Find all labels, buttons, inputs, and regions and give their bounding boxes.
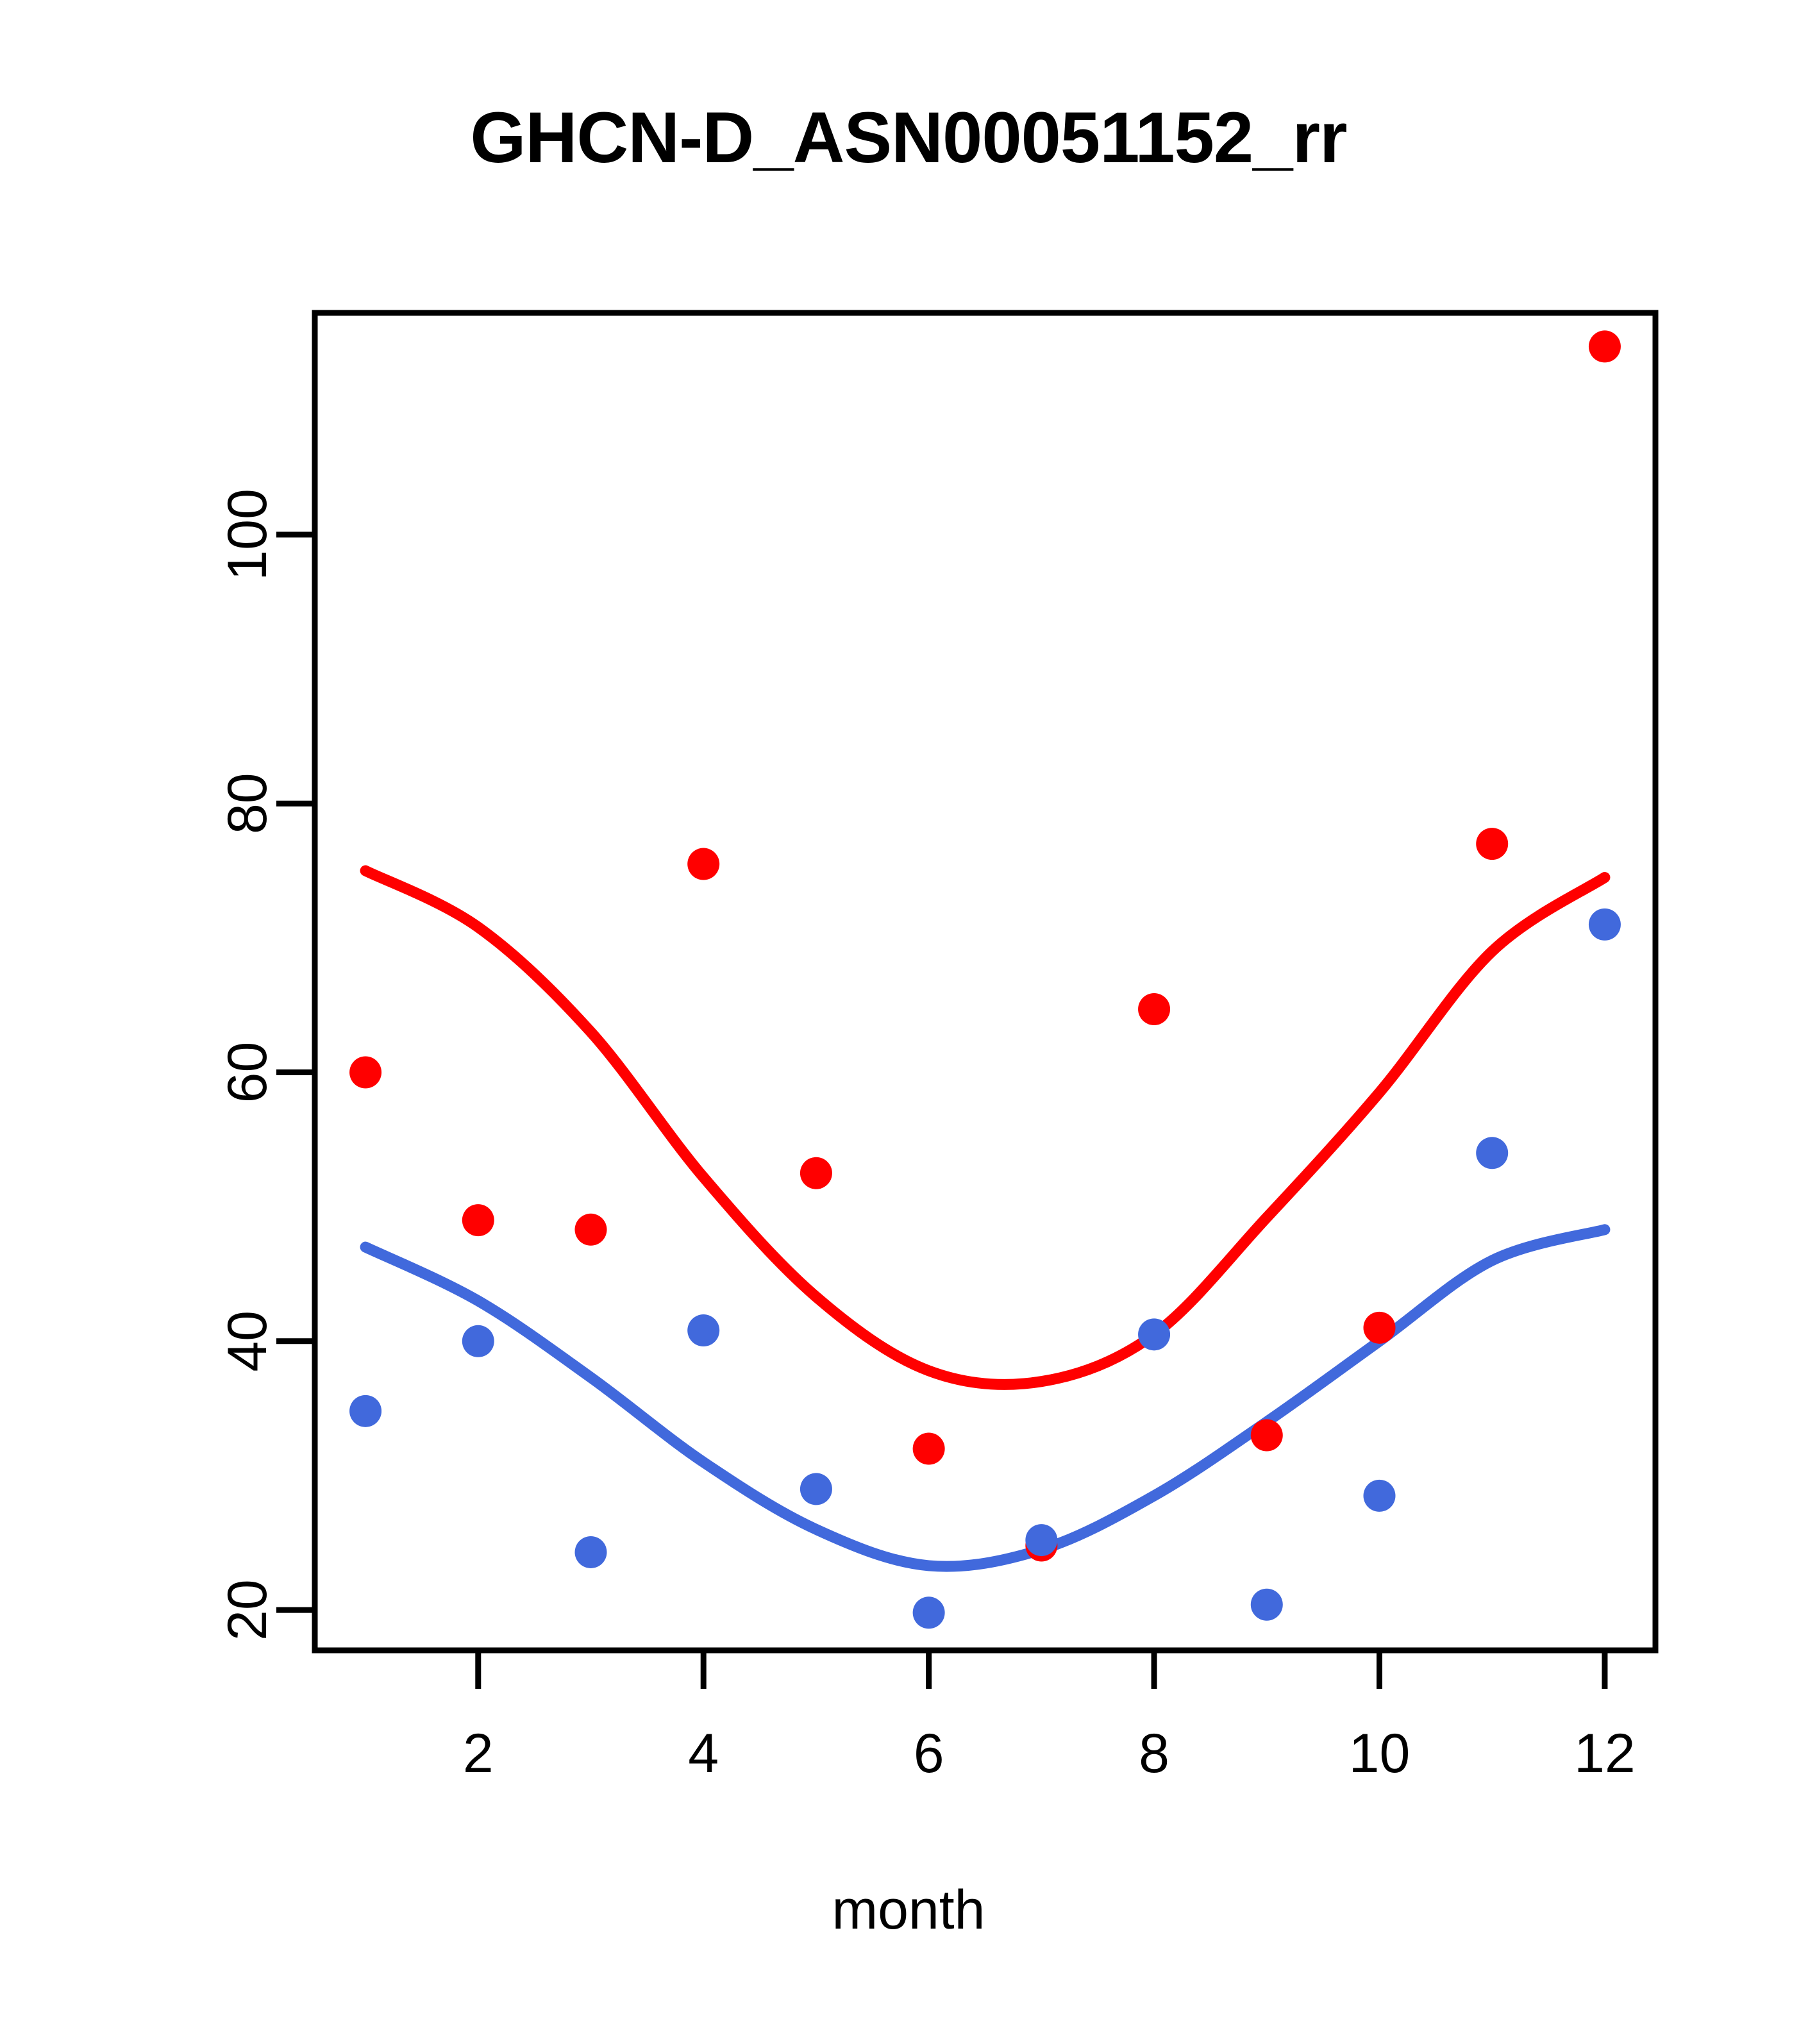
data-point: [1363, 1479, 1396, 1512]
data-point: [349, 1395, 382, 1427]
data-point: [1588, 330, 1621, 363]
data-point: [912, 1596, 945, 1629]
page-title: GHCN-D_ASN00051152_rr: [470, 97, 1347, 178]
data-point: [687, 1314, 720, 1347]
x-tick-label: 12: [1574, 1723, 1636, 1784]
data-point: [1025, 1524, 1058, 1557]
axis-ticks: [276, 532, 1608, 1689]
data-point: [1250, 1588, 1283, 1621]
data-point: [574, 1536, 607, 1568]
data-point: [912, 1432, 945, 1465]
data-point: [1588, 908, 1621, 941]
data-point: [1250, 1419, 1283, 1452]
data-point: [574, 1213, 607, 1246]
data-point: [1138, 993, 1171, 1025]
y-tick-label: 40: [217, 1311, 278, 1372]
data-point: [687, 848, 720, 880]
plot-frame: [312, 310, 1659, 1654]
data-point: [1363, 1311, 1396, 1344]
data-point: [1476, 1137, 1509, 1169]
plot-box: [312, 310, 1659, 1654]
x-tick-label: 8: [1139, 1723, 1169, 1784]
data-point: [1138, 1318, 1171, 1351]
series-points: [349, 330, 1621, 1629]
data-point: [462, 1204, 494, 1237]
series-lines: [360, 865, 1611, 1572]
x-tick-label: 6: [914, 1723, 944, 1784]
data-point: [349, 1056, 382, 1089]
y-tick-label: 20: [217, 1579, 278, 1641]
x-tick-label: 2: [463, 1723, 494, 1784]
x-tick-label: 4: [688, 1723, 719, 1784]
y-tick-label: 80: [217, 773, 278, 834]
x-tick-label: 10: [1349, 1723, 1411, 1784]
x-axis-label: month: [832, 1879, 985, 1941]
data-point: [462, 1325, 494, 1357]
red-smooth-line: [360, 865, 1611, 1390]
data-point: [800, 1473, 832, 1505]
data-point: [1476, 828, 1509, 860]
axis-tick-labels: 2 4 6 8 10 12 20 40 60 80 100: [217, 489, 1636, 1784]
y-tick-label: 100: [217, 489, 278, 581]
blue-points: [349, 908, 1621, 1629]
blue-smooth-line: [360, 1224, 1611, 1572]
red-points: [349, 330, 1621, 1562]
data-point: [800, 1157, 832, 1189]
y-tick-label: 60: [217, 1042, 278, 1103]
